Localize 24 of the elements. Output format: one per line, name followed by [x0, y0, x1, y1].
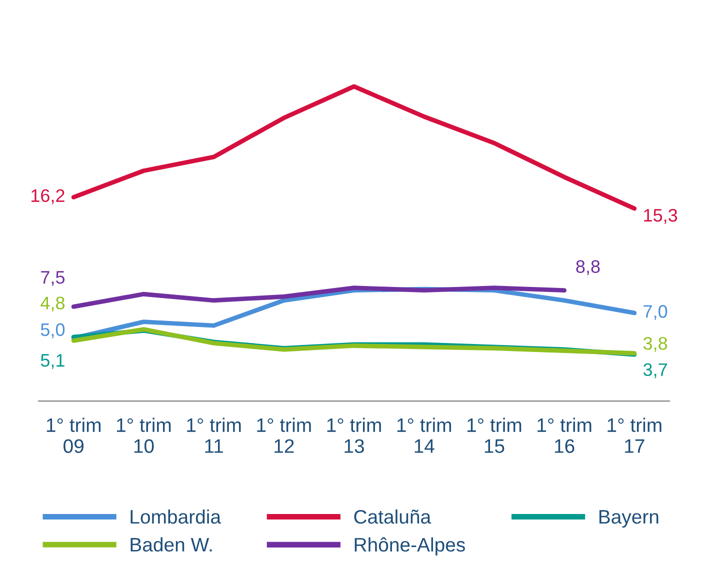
x-tick-label: 1° trim 15 — [467, 418, 522, 453]
x-tick-label: 1° trim 09 — [46, 418, 101, 453]
data-label: 3,7 — [643, 363, 667, 378]
data-label: 5,1 — [40, 354, 64, 369]
x-tick-label: 1° trim 11 — [187, 418, 241, 453]
data-label: 7,5 — [41, 271, 65, 286]
x-tick-label: 1° trim 16 — [538, 418, 592, 453]
legend-label: Bayern — [599, 510, 658, 528]
x-tick-label: 1° trim 13 — [327, 418, 381, 453]
x-tick-label: 1° trim 12 — [257, 418, 311, 453]
data-label: 3,8 — [643, 336, 668, 352]
legend-label: Baden W. — [130, 537, 212, 552]
data-label: 7,0 — [644, 305, 668, 320]
data-label: 5,0 — [40, 323, 65, 338]
x-tick-label: 1° trim 14 — [397, 418, 452, 453]
data-label: 4,8 — [40, 296, 64, 312]
x-tick-label: 1° trim 10 — [116, 418, 171, 453]
legend-label: Rhône-Alpes — [354, 537, 465, 556]
data-label: 16,2 — [32, 189, 64, 204]
legend-label: Cataluña — [354, 509, 432, 524]
data-label: 15,3 — [644, 208, 678, 224]
data-label: 8,8 — [576, 260, 600, 276]
x-tick-label: 1° trim 17 — [608, 418, 662, 453]
legend-label: Lombardia — [130, 509, 222, 524]
